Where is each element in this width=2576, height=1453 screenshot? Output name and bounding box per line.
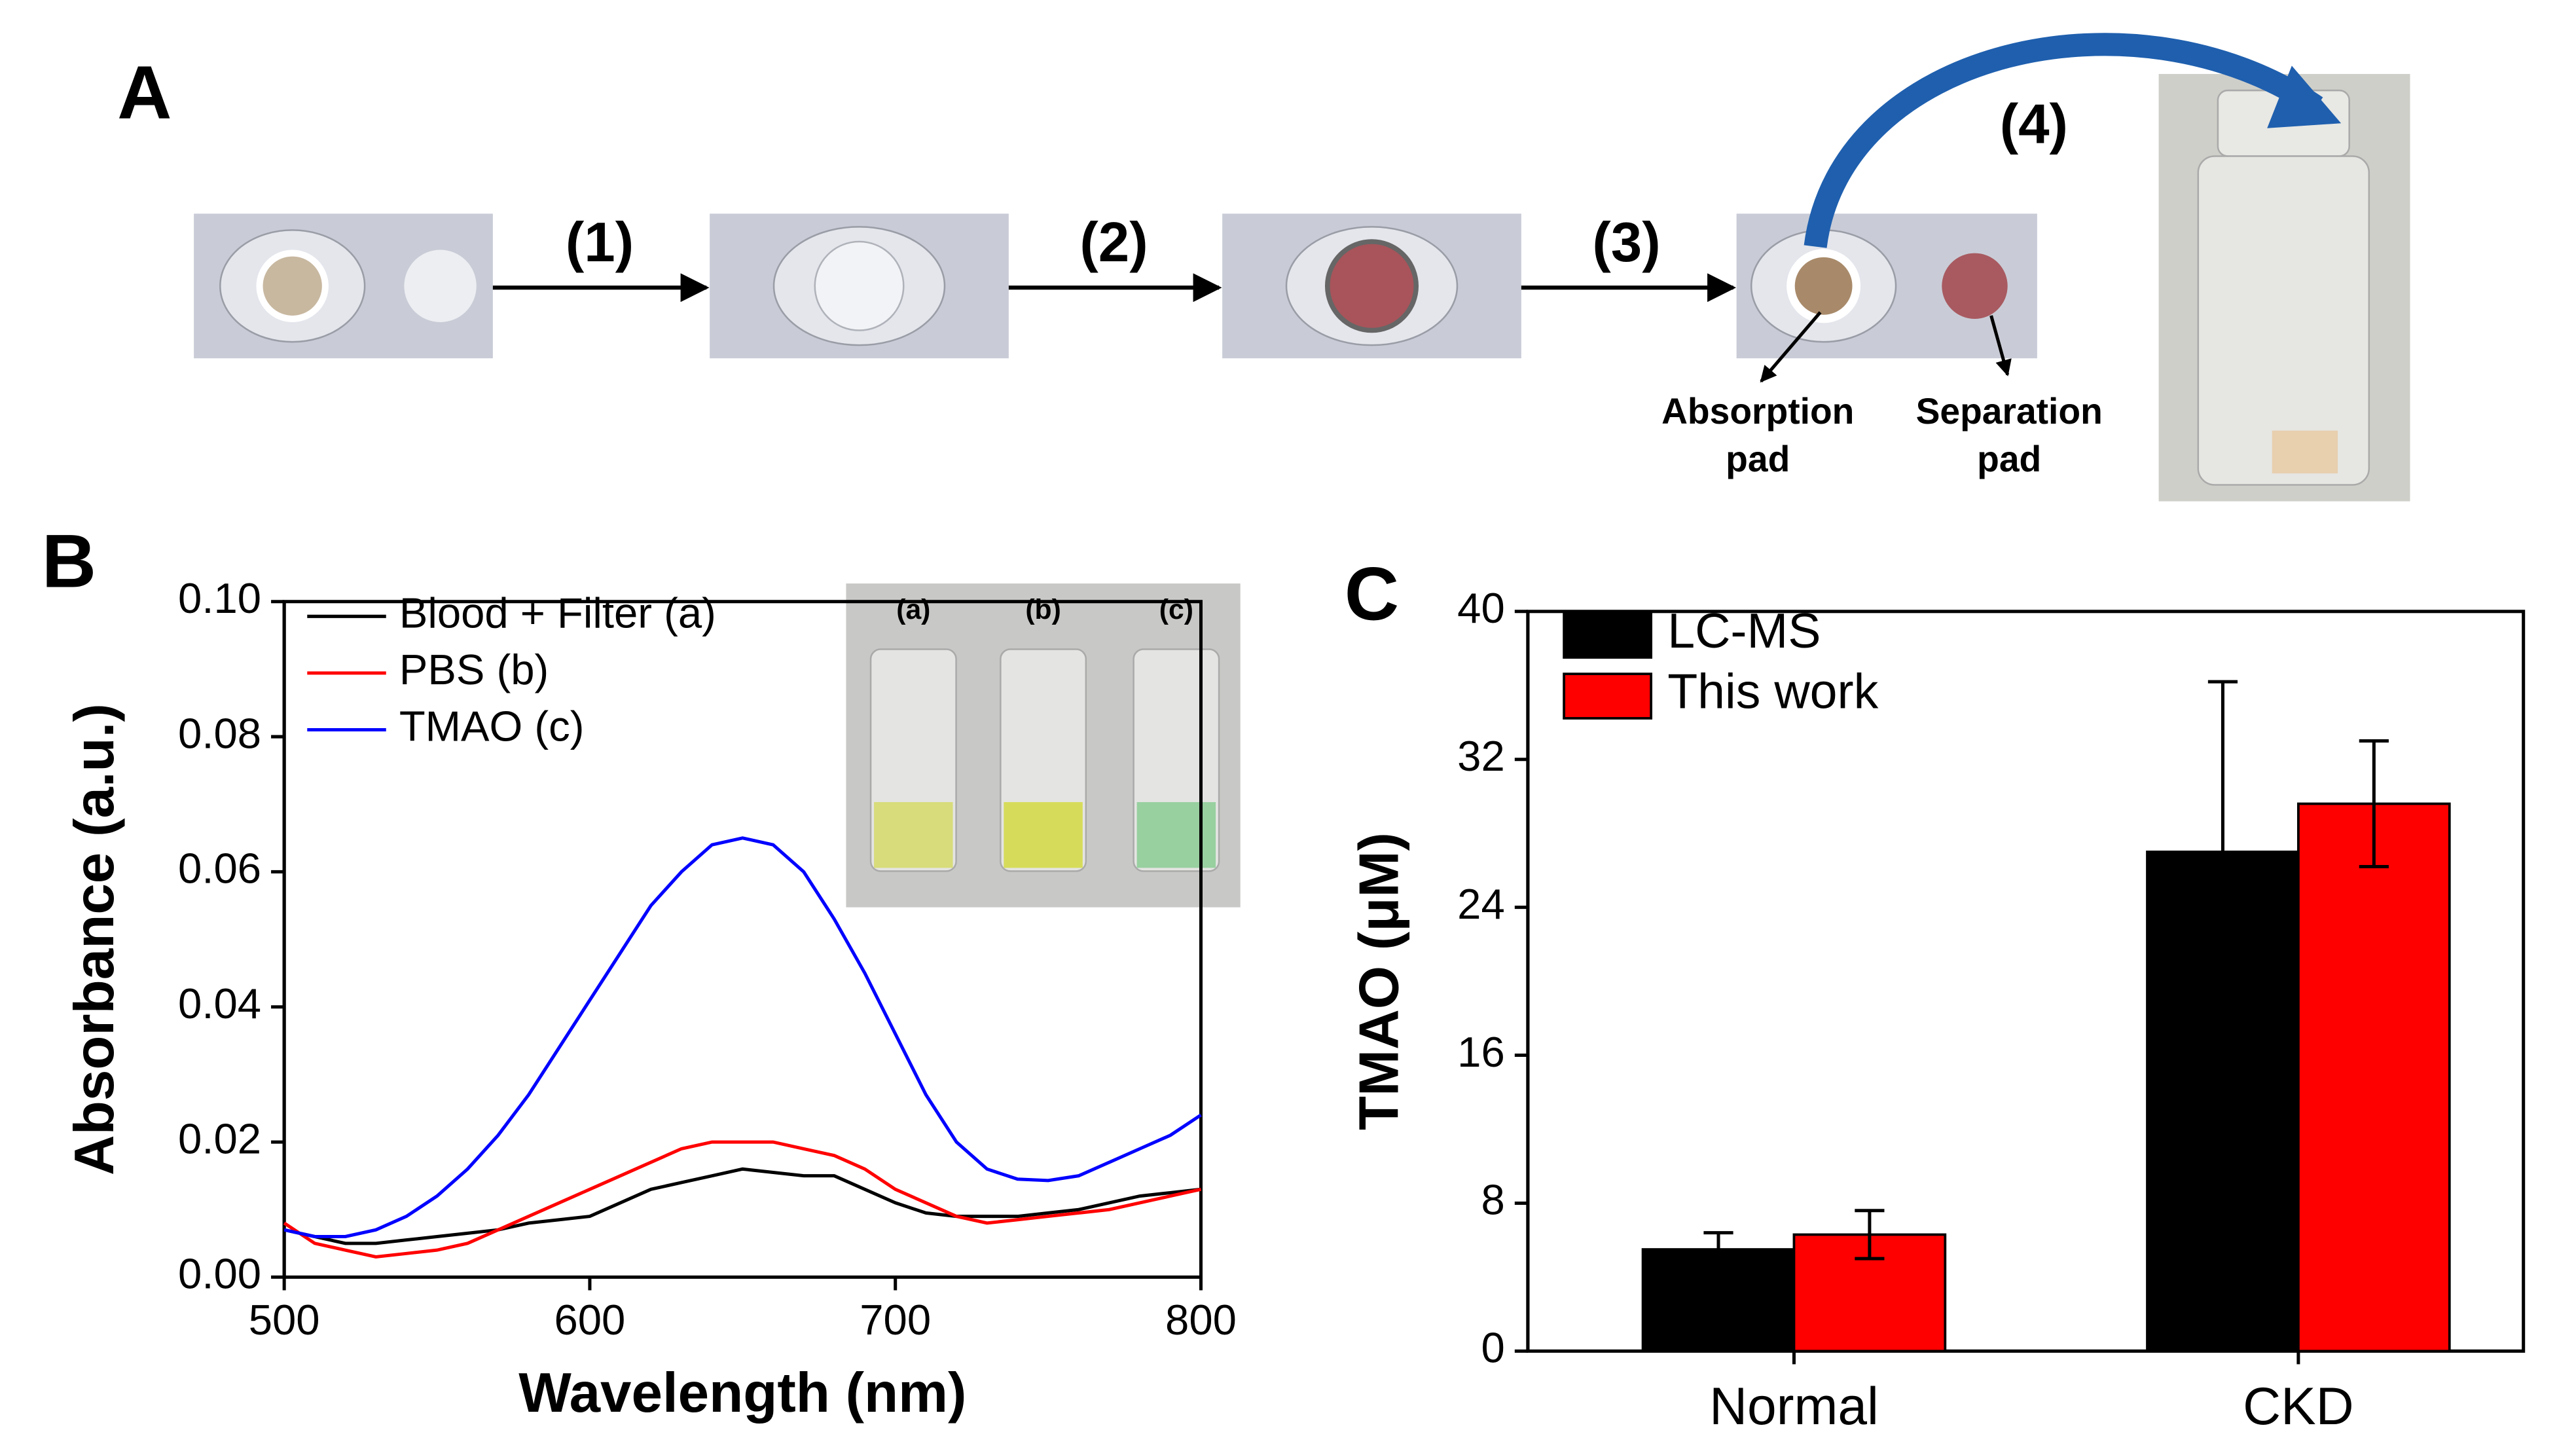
y-tick-label: 0.08: [178, 709, 261, 757]
y-axis-label: Absorbance (a.u.): [63, 703, 126, 1175]
step-label: (2): [1079, 212, 1148, 274]
legend-label: Blood + Filter (a): [399, 589, 716, 637]
y-tick-label: 24: [1457, 880, 1505, 928]
y-tick-label: 32: [1457, 732, 1505, 780]
panel-label: B: [42, 519, 96, 604]
error-bar: [1855, 1209, 1885, 1260]
x-axis-label: Wavelength (nm): [518, 1362, 966, 1424]
vial-liquid: [1136, 801, 1216, 868]
line-series: [283, 836, 1202, 1239]
y-axis-label: TMAO (μM): [1349, 832, 1411, 1130]
error-bar: [1703, 1231, 1733, 1268]
y-tick-label: 0.04: [178, 980, 261, 1027]
vial-liquid: [874, 801, 953, 868]
line-series: [283, 1167, 1201, 1245]
arrow: [1760, 311, 1822, 383]
legend-label: TMAO (c): [399, 703, 585, 750]
x-tick-label: CKD: [2243, 1377, 2354, 1436]
x-tick-label: Normal: [1709, 1377, 1879, 1436]
legend-label: LC-MS: [1667, 603, 1821, 658]
photo-part: [1787, 249, 1861, 323]
inset-label: (b): [1025, 594, 1061, 625]
bar: [2297, 802, 2451, 1353]
y-tick-label: 16: [1457, 1028, 1505, 1076]
callout: pad: [1726, 439, 1790, 479]
photo-part: [1324, 239, 1419, 333]
curved-arrow: [1804, 33, 2323, 248]
inset-label: (c): [1159, 594, 1193, 625]
y-tick-label: 0.00: [178, 1250, 261, 1298]
x-tick-label: 800: [1165, 1296, 1237, 1344]
legend-label: This work: [1667, 664, 1878, 719]
callout: Separation: [1916, 391, 2103, 432]
curved-arrow-head: [2267, 65, 2342, 128]
legend-swatch: [1563, 672, 1652, 720]
photo-part: [814, 240, 905, 331]
y-tick-label: 0.06: [178, 845, 261, 892]
legend-label: PBS (b): [399, 646, 549, 693]
callout: Absorption: [1661, 391, 1854, 432]
arrow: [1989, 315, 2012, 377]
photo-part: [2272, 430, 2338, 473]
error-bar: [2359, 739, 2389, 869]
y-tick-label: 8: [1481, 1176, 1504, 1224]
x-tick-label: 700: [860, 1296, 931, 1344]
photo-part: [256, 249, 329, 322]
y-tick-label: 0: [1481, 1324, 1504, 1372]
photo-part: [404, 249, 477, 322]
y-tick-label: 40: [1457, 584, 1505, 632]
vial-liquid: [1004, 801, 1083, 868]
step-label: (1): [566, 212, 634, 274]
line-series: [283, 1140, 1202, 1259]
x-tick-label: 500: [249, 1296, 320, 1344]
photo-part: [2197, 155, 2370, 486]
x-tick-label: 600: [554, 1296, 626, 1344]
legend-swatch: [1563, 612, 1652, 659]
y-tick-label: 0.02: [178, 1114, 261, 1162]
panel-label: C: [1345, 552, 1399, 636]
y-tick-label: 0.10: [178, 574, 261, 622]
photo-part: [1942, 253, 2008, 319]
callout: pad: [1977, 439, 2041, 479]
step-label: (3): [1592, 212, 1660, 274]
error-bar: [2207, 680, 2238, 1024]
inset-label: (a): [896, 594, 930, 625]
photos: [194, 33, 2410, 908]
panel-label: A: [117, 50, 172, 135]
step-label: (4): [2000, 93, 2068, 155]
